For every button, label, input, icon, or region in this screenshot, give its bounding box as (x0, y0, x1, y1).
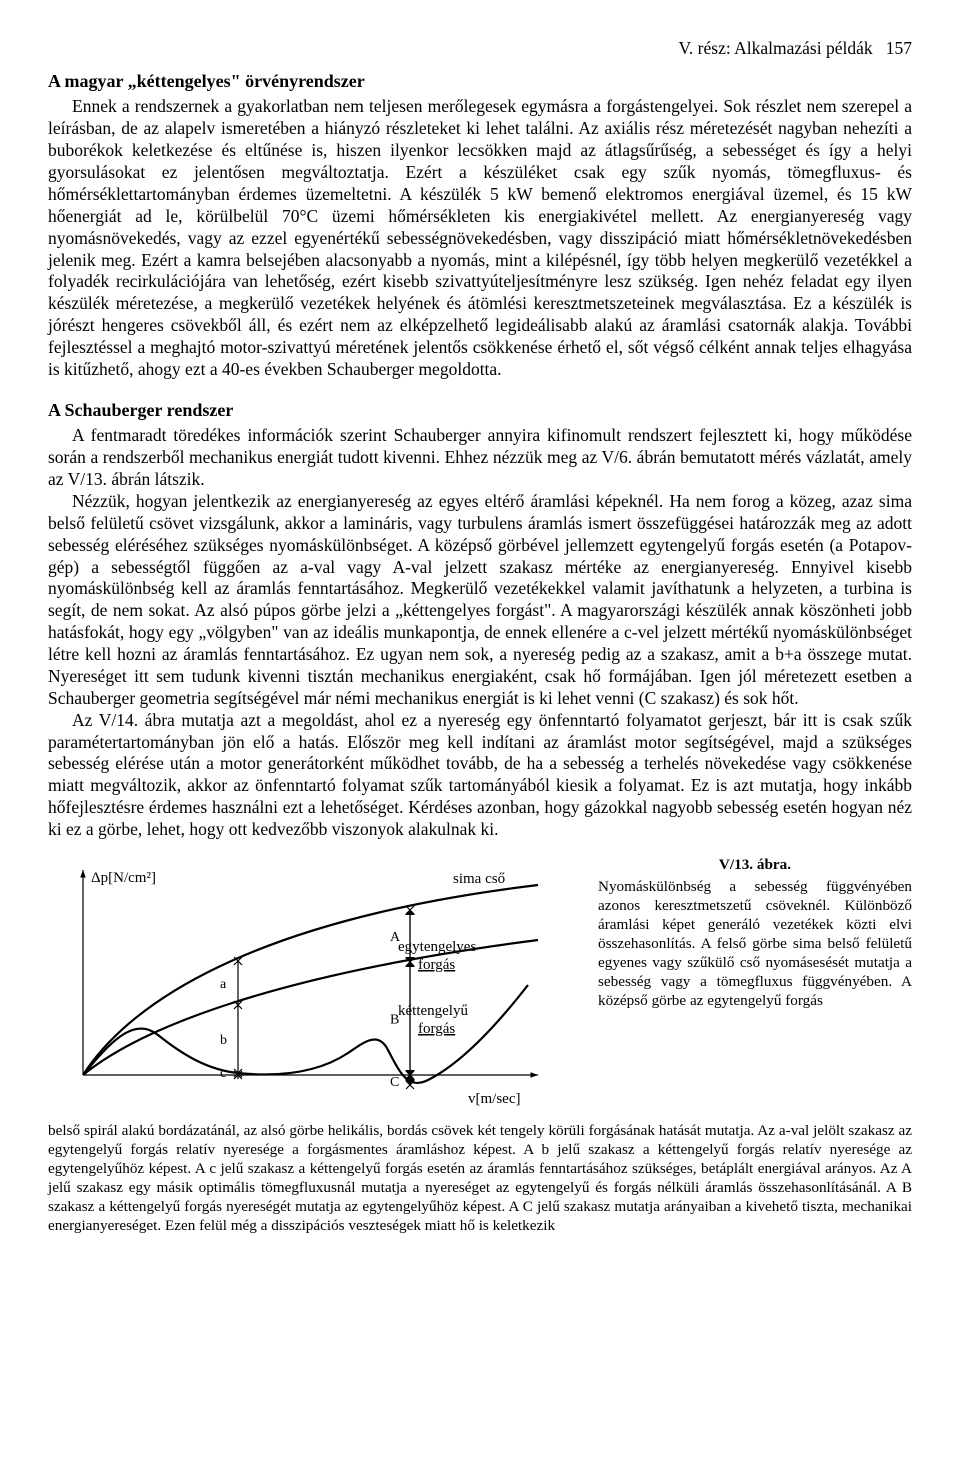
section-2-title: A Schauberger rendszer (48, 399, 912, 422)
figure-v13-caption-side-text: Nyomáskülönbség a sebesség függvényében … (598, 878, 912, 1009)
svg-text:kéttengelyű: kéttengelyű (398, 1003, 468, 1019)
svg-text:forgás: forgás (418, 1021, 455, 1037)
figure-v13: Δp[N/cm²]v[m/sec]sima csőegytengelyesfor… (48, 855, 912, 1235)
figure-v13-chart: Δp[N/cm²]v[m/sec]sima csőegytengelyesfor… (48, 855, 578, 1121)
section-1-paragraph-1: Ennek a rendszernek a gyakorlatban nem t… (48, 96, 912, 380)
svg-text:v[m/sec]: v[m/sec] (468, 1091, 520, 1107)
svg-text:b: b (220, 1033, 227, 1048)
svg-text:C: C (390, 1075, 399, 1090)
figure-v13-caption-side: V/13. ábra. Nyomáskülönbség a sebesség f… (598, 855, 912, 1010)
svg-text:A: A (390, 930, 401, 945)
section-2-paragraph-1: A fentmaradt töredékes információk szeri… (48, 425, 912, 491)
svg-text:B: B (390, 1012, 399, 1027)
page-header: V. rész: Alkalmazási példák 157 (48, 38, 912, 60)
svg-text:forgás: forgás (418, 957, 455, 973)
section-2-paragraph-3: Az V/14. ábra mutatja azt a megoldást, a… (48, 710, 912, 841)
figure-v13-caption-below: belső spirál alakú bordázatánál, az alsó… (48, 1121, 912, 1235)
svg-text:a: a (220, 977, 227, 992)
section-2-paragraph-2: Nézzük, hogyan jelentkezik az energianye… (48, 491, 912, 710)
svg-text:c: c (220, 1066, 226, 1081)
figure-v13-caption-title: V/13. ábra. (598, 855, 912, 874)
header-section: V. rész: Alkalmazási példák (679, 38, 873, 58)
svg-text:Δp[N/cm²]: Δp[N/cm²] (91, 870, 156, 886)
header-page-number: 157 (886, 38, 912, 58)
section-1-title: A magyar „kéttengelyes" örvényrendszer (48, 70, 912, 93)
svg-text:sima cső: sima cső (453, 871, 505, 887)
